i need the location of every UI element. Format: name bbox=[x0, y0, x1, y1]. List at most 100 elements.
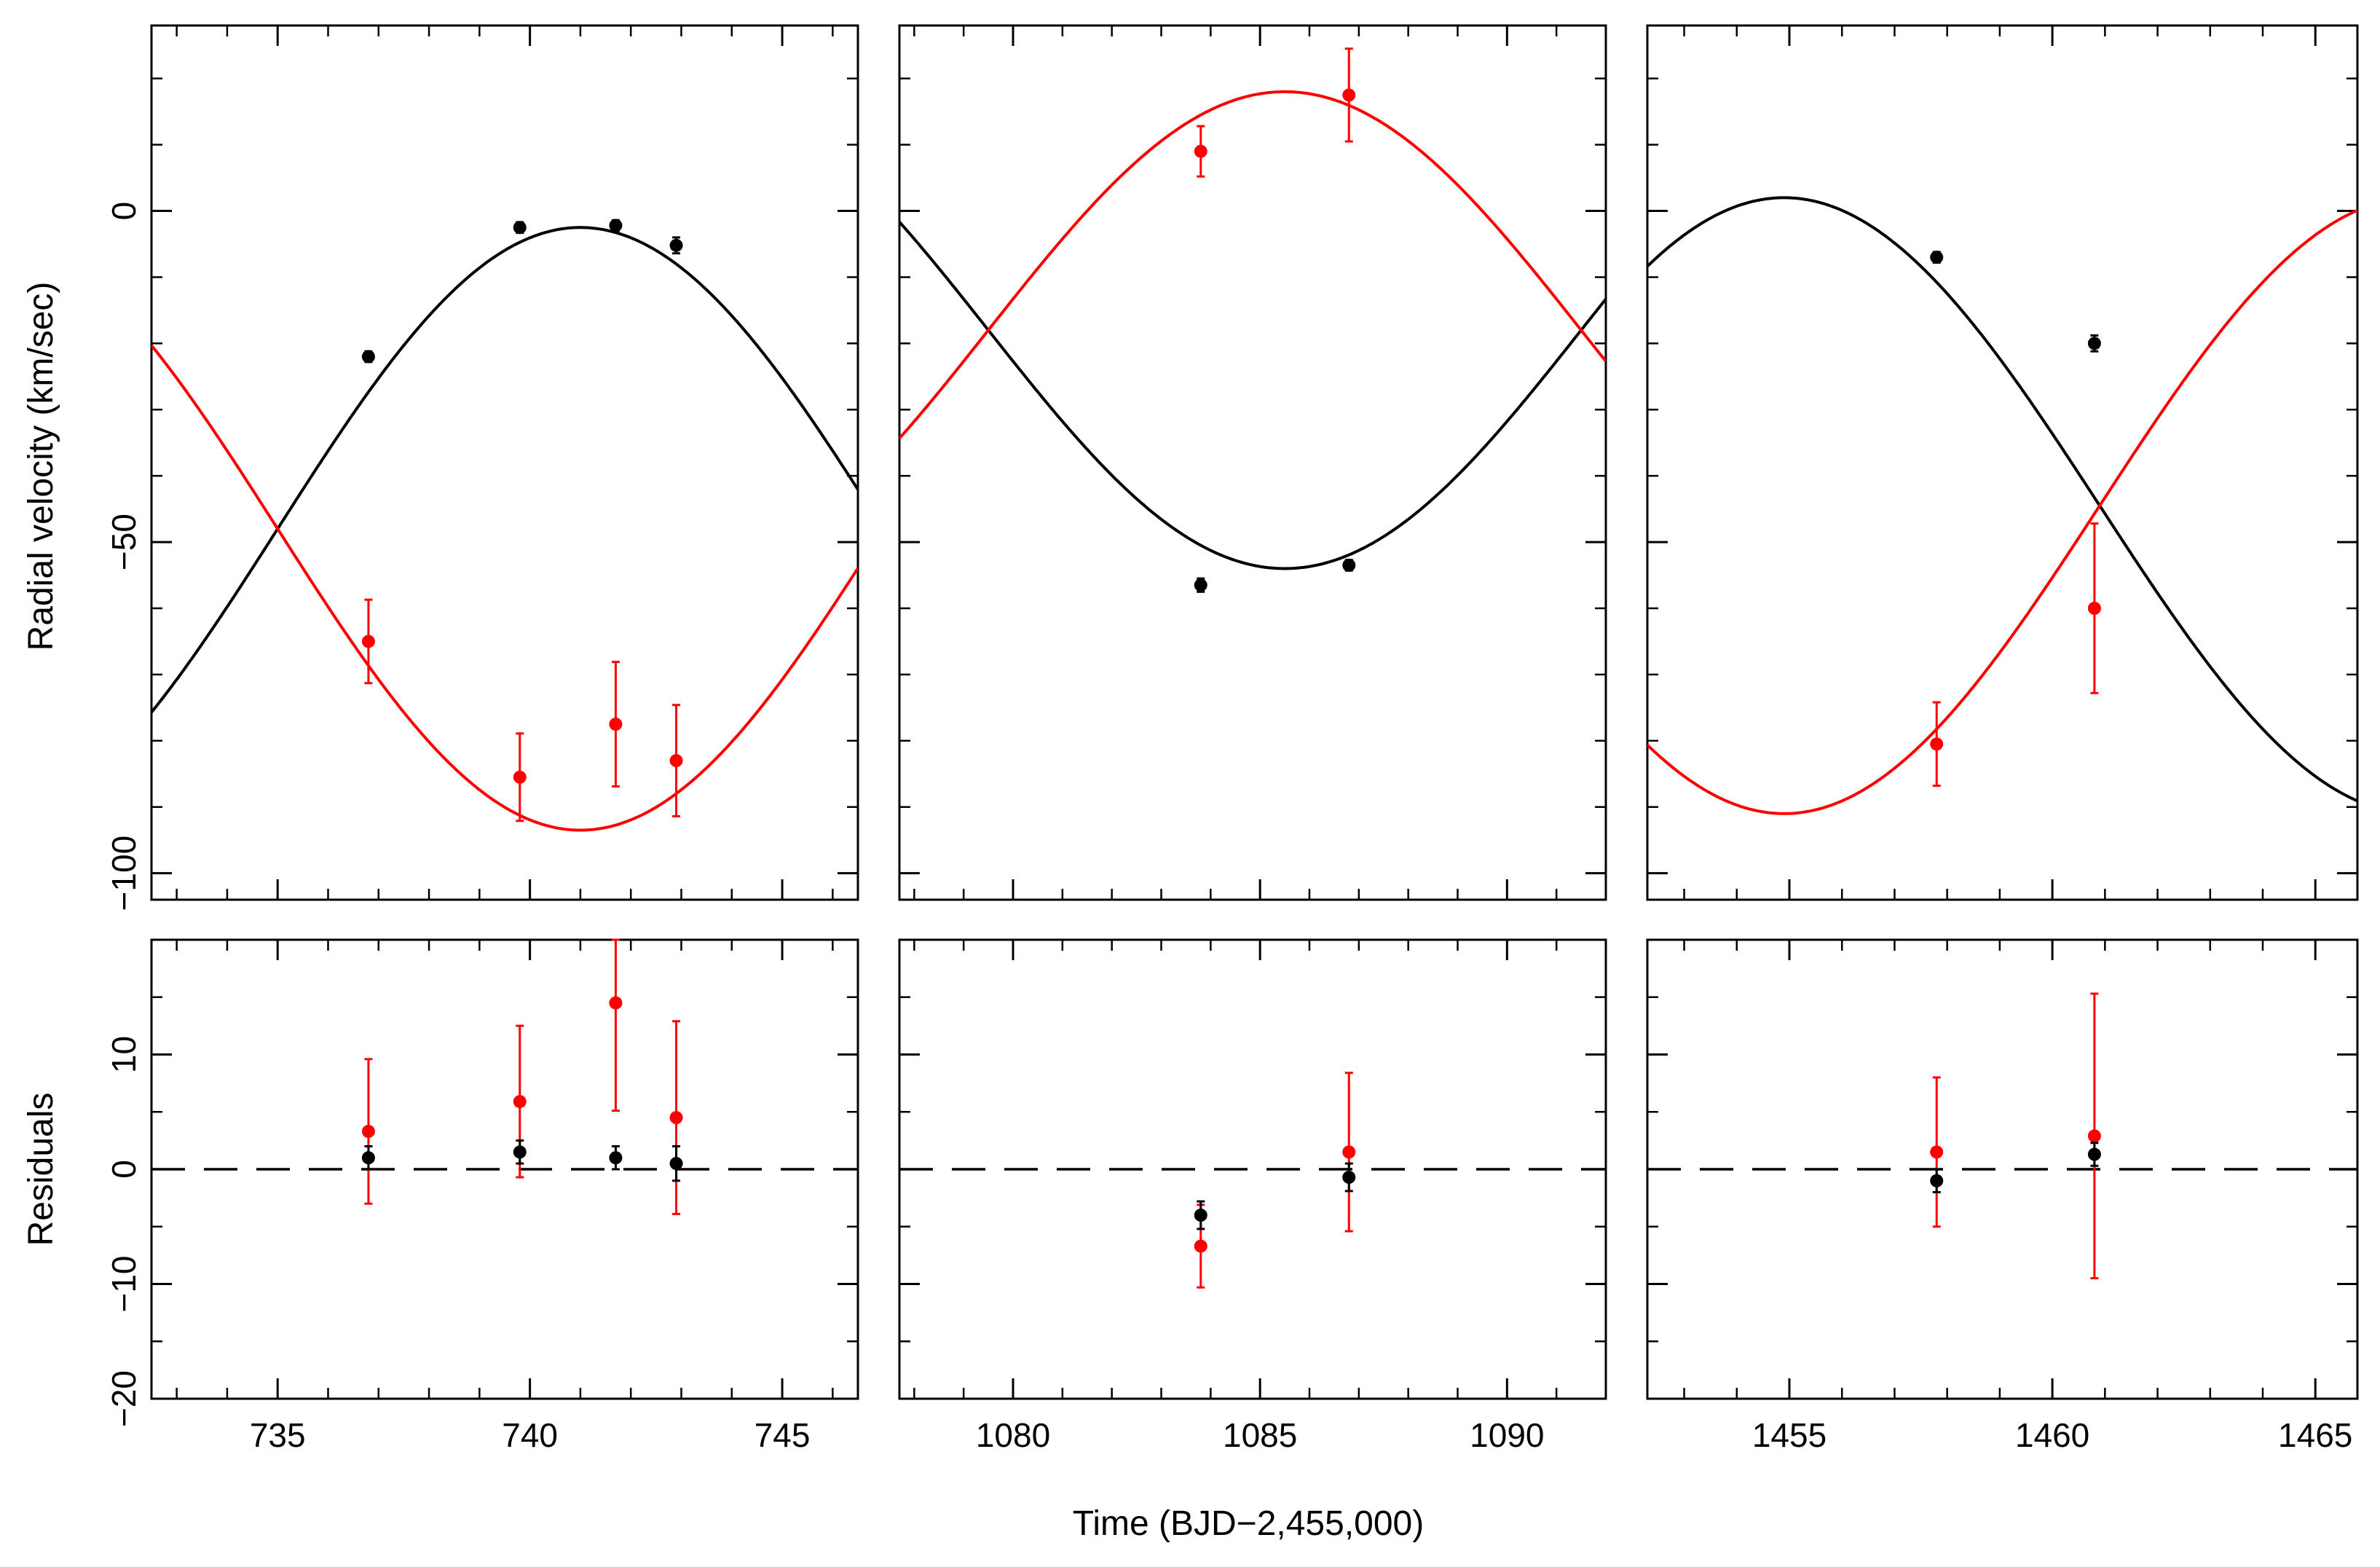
secondary-data-marker bbox=[361, 1125, 375, 1139]
panels-layer: 0 −50 −100 10 0 −10 −20 735 740 745 1080 1085 1090 14… bbox=[105, 24, 2359, 1454]
primary-residual-point bbox=[609, 1145, 623, 1171]
panel-epoch-1: 0 −50 −100 10 0 −10 −20 735 740 745 bbox=[105, 24, 859, 1454]
primary-residual-point bbox=[2087, 1142, 2101, 1167]
primary-residual-point bbox=[1194, 1200, 1207, 1230]
primary-data-marker bbox=[1930, 251, 1944, 264]
rv-axis-title: Radial velocity (km/sec) bbox=[22, 282, 60, 651]
residual-plot-epoch-1: 10 0 −10 −20 735 740 745 bbox=[105, 938, 859, 1454]
x-tick-label: 745 bbox=[754, 1416, 811, 1454]
primary-rv-point bbox=[1194, 577, 1207, 593]
y-tick-label: 0 bbox=[105, 202, 143, 221]
primary-orbit-curve bbox=[899, 221, 1606, 570]
primary-data-marker bbox=[361, 350, 375, 364]
secondary-data-marker bbox=[361, 635, 375, 648]
secondary-rv-point bbox=[609, 661, 623, 788]
x-tick-label: 1085 bbox=[1223, 1416, 1297, 1454]
primary-rv-point bbox=[2087, 334, 2101, 353]
primary-rv-point bbox=[1930, 251, 1944, 264]
secondary-data-marker bbox=[1342, 88, 1356, 102]
y-tick-label: −10 bbox=[105, 1255, 143, 1312]
secondary-data-marker bbox=[669, 1111, 683, 1125]
plot-frame bbox=[898, 24, 1607, 901]
secondary-residual-point bbox=[669, 1020, 683, 1215]
x-tick-label: 735 bbox=[250, 1416, 306, 1454]
secondary-data-marker bbox=[669, 754, 683, 768]
x-tick-label: 1090 bbox=[1470, 1416, 1544, 1454]
secondary-data-marker bbox=[513, 1095, 527, 1109]
primary-data-marker bbox=[609, 219, 623, 232]
primary-data-marker bbox=[1194, 578, 1207, 592]
primary-residual-point bbox=[1930, 1168, 1944, 1193]
rv-plot-epoch-1: 0 −50 −100 bbox=[105, 24, 859, 911]
plot-frame bbox=[150, 24, 859, 901]
primary-data-marker bbox=[2087, 337, 2101, 350]
panel-epoch-3: 1455 1460 1465 bbox=[1646, 24, 2359, 1454]
primary-data-marker bbox=[361, 1151, 375, 1165]
secondary-rv-point bbox=[1930, 701, 1944, 788]
residual-plot-epoch-3: 1455 1460 1465 bbox=[1646, 938, 2359, 1454]
y-tick-label: 0 bbox=[105, 1160, 143, 1179]
secondary-orbit-curve bbox=[151, 344, 858, 832]
primary-data-marker bbox=[1930, 1174, 1944, 1187]
secondary-data-marker bbox=[1930, 1145, 1944, 1159]
residuals-axis-title: Residuals bbox=[22, 1093, 60, 1246]
model-curves bbox=[1647, 196, 2357, 815]
y-tick-label: 10 bbox=[105, 1036, 143, 1073]
x-tick-label: 1465 bbox=[2278, 1416, 2352, 1454]
secondary-data-marker bbox=[1194, 1239, 1207, 1253]
primary-data-marker bbox=[1342, 558, 1356, 572]
secondary-residual-point bbox=[1930, 1076, 1944, 1228]
primary-residual-point bbox=[513, 1139, 527, 1165]
x-tick-label: 1460 bbox=[2015, 1416, 2089, 1454]
secondary-data-marker bbox=[513, 770, 527, 784]
rv-plot-epoch-2 bbox=[898, 24, 1607, 901]
secondary-residual-point bbox=[2087, 992, 2101, 1280]
secondary-data-marker bbox=[2087, 1129, 2101, 1143]
x-tick-label: 1080 bbox=[976, 1416, 1050, 1454]
primary-rv-point bbox=[361, 350, 375, 364]
primary-data-marker bbox=[669, 1157, 683, 1171]
secondary-residual-point bbox=[609, 938, 623, 1112]
model-curves bbox=[899, 90, 1606, 570]
secondary-rv-point bbox=[1342, 47, 1356, 143]
primary-data-marker bbox=[2087, 1147, 2101, 1161]
primary-residual-point bbox=[669, 1145, 683, 1182]
residual-plot-epoch-2: 1080 1085 1090 bbox=[898, 938, 1607, 1454]
plot-frame bbox=[1646, 24, 2359, 901]
secondary-orbit-curve bbox=[1647, 208, 2357, 815]
primary-data-marker bbox=[513, 221, 527, 235]
secondary-data-marker bbox=[609, 996, 623, 1010]
secondary-rv-point bbox=[1194, 125, 1207, 178]
y-tick-label: −50 bbox=[105, 514, 143, 570]
primary-rv-point bbox=[669, 236, 683, 255]
primary-rv-point bbox=[609, 219, 623, 232]
secondary-data-marker bbox=[1930, 737, 1944, 751]
primary-data-marker bbox=[1342, 1171, 1356, 1185]
primary-rv-point bbox=[513, 221, 527, 235]
secondary-residual-point bbox=[361, 1058, 375, 1205]
primary-orbit-curve bbox=[151, 226, 858, 713]
time-axis-title: Time (BJD−2,455,000) bbox=[1073, 1504, 1424, 1543]
secondary-data-marker bbox=[2087, 602, 2101, 615]
primary-data-marker bbox=[513, 1145, 527, 1159]
secondary-rv-point bbox=[669, 704, 683, 817]
model-curves bbox=[151, 226, 858, 832]
primary-residual-point bbox=[361, 1145, 375, 1171]
secondary-rv-point bbox=[361, 598, 375, 685]
primary-rv-point bbox=[1342, 558, 1356, 572]
panel-epoch-2: 1080 1085 1090 bbox=[898, 24, 1607, 1454]
primary-data-marker bbox=[1194, 1209, 1207, 1222]
secondary-data-marker bbox=[1342, 1145, 1356, 1159]
primary-data-marker bbox=[669, 238, 683, 252]
primary-data-marker bbox=[609, 1151, 623, 1165]
primary-orbit-curve bbox=[1647, 196, 2357, 803]
y-tick-label: −20 bbox=[105, 1370, 143, 1427]
y-tick-label: −100 bbox=[105, 836, 143, 911]
secondary-rv-point bbox=[2087, 522, 2101, 694]
secondary-orbit-curve bbox=[899, 90, 1606, 440]
x-tick-label: 1455 bbox=[1752, 1416, 1827, 1454]
secondary-data-marker bbox=[609, 718, 623, 731]
secondary-residual-point bbox=[1342, 1072, 1356, 1233]
secondary-data-marker bbox=[1194, 144, 1207, 158]
